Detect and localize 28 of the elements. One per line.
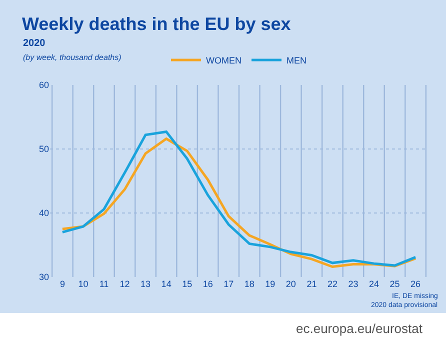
text: ec.europa.eu/eurostat <box>296 321 423 336</box>
text: (by week, thousand deaths) <box>23 53 122 62</box>
x-tick-label: 25 <box>390 279 400 289</box>
legend-label: MEN <box>286 56 306 66</box>
x-tick-label: 13 <box>140 279 151 289</box>
x-tick-label: 11 <box>99 279 109 289</box>
y-tick-label: 60 <box>38 80 49 90</box>
x-tick-label: 18 <box>244 279 254 289</box>
chart-subtitle: 2020 <box>23 38 46 49</box>
x-tick-label: 19 <box>265 279 276 289</box>
x-tick-label: 24 <box>368 279 380 289</box>
x-tick-label: 26 <box>410 279 421 289</box>
x-tick-label: 21 <box>306 279 317 289</box>
x-tick-label: 9 <box>60 279 65 289</box>
x-tick-label: 17 <box>224 279 234 289</box>
chart-title: Weekly deaths in the EU by sex <box>22 14 291 34</box>
x-tick-label: 10 <box>78 279 88 289</box>
x-tick-label: 15 <box>182 279 192 289</box>
x-tick-label: 12 <box>120 279 130 289</box>
x-tick-label: 20 <box>286 279 296 289</box>
y-tick-label: 40 <box>38 208 49 218</box>
legend-label: WOMEN <box>206 56 242 66</box>
y-tick-label: 50 <box>38 144 49 154</box>
x-tick-label: 22 <box>327 279 338 289</box>
x-tick-label: 14 <box>161 279 172 289</box>
y-tick-label: 30 <box>38 272 49 282</box>
x-tick-label: 16 <box>202 279 213 289</box>
x-tick-label: 23 <box>348 279 358 289</box>
